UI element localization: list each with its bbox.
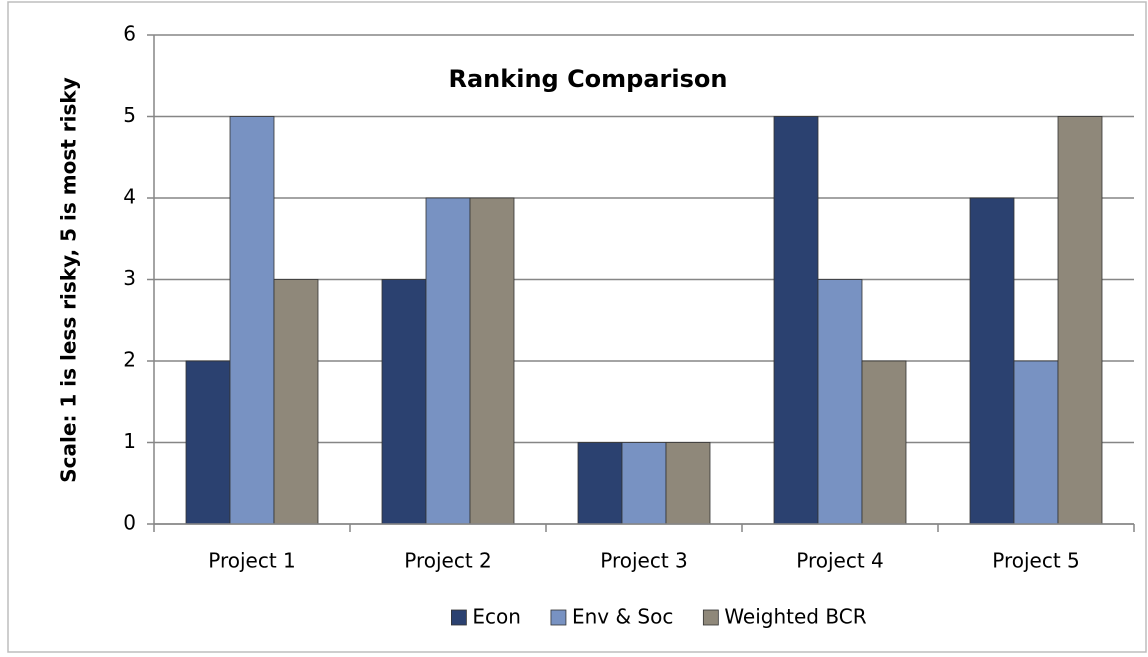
bar bbox=[381, 279, 427, 525]
bar bbox=[425, 197, 471, 525]
bar bbox=[817, 279, 863, 525]
x-tick-label: Project 1 bbox=[208, 549, 296, 573]
legend-swatch bbox=[450, 609, 467, 626]
legend-label: Env & Soc bbox=[572, 605, 673, 629]
bar bbox=[577, 442, 623, 525]
y-tick-label: 0 bbox=[123, 511, 136, 535]
bar bbox=[621, 442, 667, 525]
bar bbox=[185, 360, 231, 525]
y-tick-label: 1 bbox=[123, 429, 136, 453]
bar bbox=[1013, 360, 1059, 525]
legend-swatch bbox=[702, 609, 719, 626]
x-tick-label: Project 5 bbox=[992, 549, 1080, 573]
bar bbox=[969, 197, 1015, 525]
legend-label: Econ bbox=[472, 605, 521, 629]
legend-label: Weighted BCR bbox=[724, 605, 866, 629]
bar bbox=[773, 116, 819, 525]
x-tick-label: Project 4 bbox=[796, 549, 884, 573]
chart-border bbox=[7, 1, 1147, 653]
bar bbox=[665, 442, 711, 525]
bar bbox=[1057, 116, 1103, 525]
x-tick-label: Project 3 bbox=[600, 549, 688, 573]
y-tick-label: 2 bbox=[123, 348, 136, 372]
bar bbox=[469, 197, 515, 525]
bar bbox=[229, 116, 275, 525]
y-tick-label: 4 bbox=[123, 185, 136, 209]
x-tick-label: Project 2 bbox=[404, 549, 492, 573]
y-tick-label: 6 bbox=[123, 22, 136, 46]
y-axis-label: Scale: 1 is less risky, 5 is most risky bbox=[57, 77, 81, 482]
bar bbox=[273, 279, 319, 525]
y-tick-label: 3 bbox=[123, 266, 136, 290]
chart-title: Ranking Comparison bbox=[449, 65, 728, 93]
y-tick-label: 5 bbox=[123, 103, 136, 127]
legend-swatch bbox=[550, 609, 567, 626]
bar bbox=[861, 360, 907, 525]
